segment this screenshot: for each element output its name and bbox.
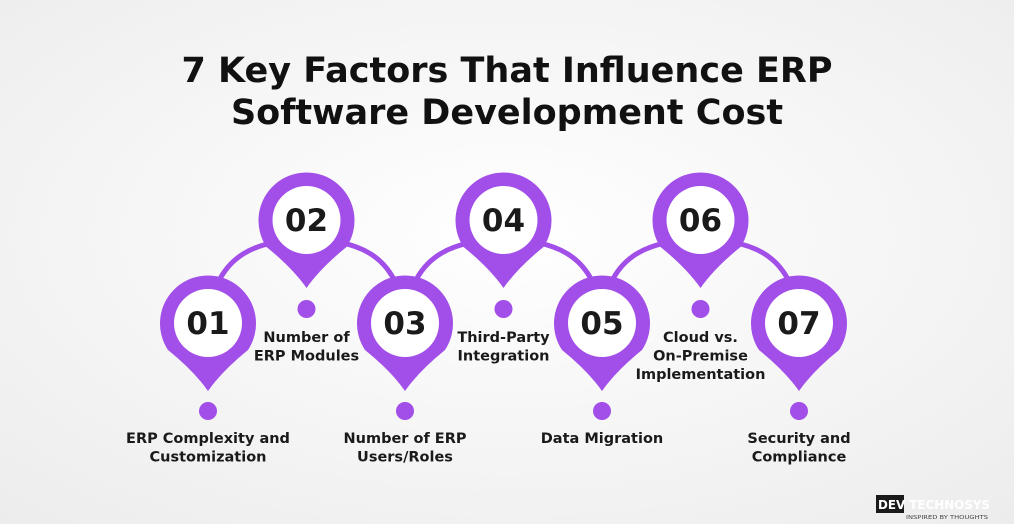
pin-label: ERP Modules xyxy=(254,349,359,365)
pin-dot xyxy=(691,300,710,318)
pin-item: 05 Data Migration xyxy=(541,275,664,447)
title-line: Software Development Cost xyxy=(231,93,783,133)
pin-label: Security and xyxy=(747,431,850,447)
pin-label: Implementation xyxy=(636,367,766,383)
pin-label: On-Premise xyxy=(653,349,748,365)
title-line: 7 Key Factors That Influence ERP xyxy=(181,51,832,91)
pin-item: 03 Number of ERP Users/Roles xyxy=(344,275,467,466)
pin-number: 02 xyxy=(285,203,328,239)
pin-label: ERP Complexity and xyxy=(126,431,290,447)
pin-label: Data Migration xyxy=(541,431,664,447)
logo: DEV TECHNOSYS INSPIRED BY THOUGHTS xyxy=(876,495,990,521)
pin-item: 01 ERP Complexity and Customization xyxy=(126,275,290,466)
pin-number: 01 xyxy=(186,306,229,342)
pin-item: 07 Security and Compliance xyxy=(747,275,851,466)
pin-label: Number of ERP xyxy=(344,431,467,447)
pin-number: 05 xyxy=(580,306,623,342)
pin-number: 06 xyxy=(679,203,722,239)
pin-inner xyxy=(174,289,242,357)
pin-inner xyxy=(371,289,439,357)
pin-inner xyxy=(469,186,538,254)
pins: 01 ERP Complexity and Customization 02 Numbe… xyxy=(126,172,851,466)
pin-item: 04 Third-Party Integration xyxy=(455,172,552,365)
pin-label: Integration xyxy=(458,349,550,365)
pin-number: 07 xyxy=(777,306,820,342)
pin-inner xyxy=(765,289,833,357)
pin-dot xyxy=(297,300,316,318)
pin-dot xyxy=(199,402,217,420)
logo-tagline: INSPIRED BY THOUGHTS xyxy=(906,515,989,521)
pin-item: 02 Number of ERP Modules xyxy=(254,172,359,365)
pin-label: Number of xyxy=(263,330,350,346)
pin-label: Users/Roles xyxy=(357,450,453,466)
pin-item: 06 Cloud vs. On-Premise Implementation xyxy=(636,172,766,383)
pin-label: Third-Party xyxy=(457,330,550,346)
pin-label: Compliance xyxy=(752,450,847,466)
pin-inner xyxy=(568,289,636,357)
pin-label: Customization xyxy=(150,450,267,466)
pin-inner xyxy=(666,186,735,254)
pin-dot xyxy=(593,402,611,420)
pin-inner xyxy=(272,186,341,254)
pin-dot xyxy=(790,402,808,420)
pin-dot xyxy=(494,300,513,318)
pin-number: 04 xyxy=(482,203,525,239)
pin-dot xyxy=(396,402,414,420)
logo-badge xyxy=(876,495,904,513)
pin-number: 03 xyxy=(383,306,426,342)
pin-label: Cloud vs. xyxy=(663,330,738,346)
logo-brand: DEV TECHNOSYS xyxy=(878,498,990,512)
